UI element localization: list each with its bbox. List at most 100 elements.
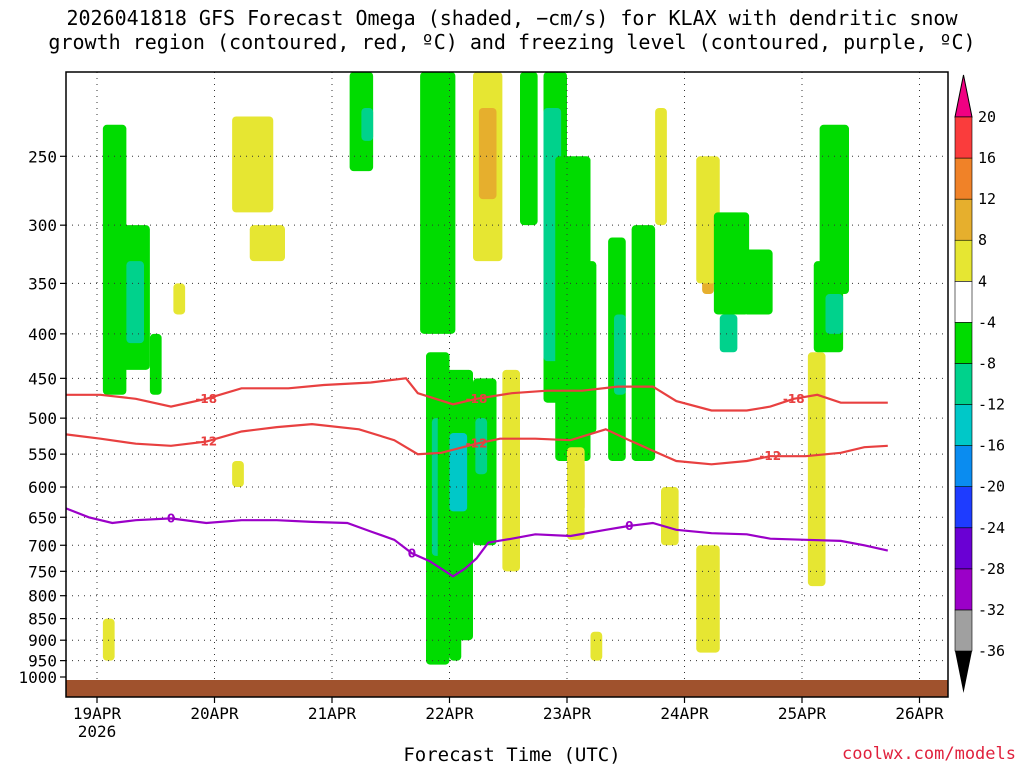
omega-cell: [449, 432, 468, 512]
omega-cell: [696, 545, 720, 653]
contour-label: -12: [195, 435, 217, 449]
colorbar-swatch: [954, 404, 973, 446]
contour-label: -18: [466, 392, 488, 406]
omega-cell: [249, 225, 285, 262]
y-tick-label: 600: [28, 478, 57, 497]
omega-cell: [173, 283, 186, 315]
y-tick-label: 950: [28, 652, 57, 671]
colorbar-label: -12: [978, 396, 1005, 414]
omega-cell: [743, 249, 773, 315]
colorbar-swatch: [954, 527, 973, 570]
omega-cell: [102, 618, 115, 661]
omega-cell: [719, 314, 738, 353]
x-tick-label: 25APR: [778, 704, 827, 723]
colorbar-arrow-top: [954, 74, 973, 118]
y-tick-label: 900: [28, 631, 57, 650]
omega-cell: [520, 72, 538, 226]
omega-cell: [713, 212, 750, 315]
omega-cell: [590, 631, 603, 661]
x-tick-label: 19APR: [73, 704, 122, 723]
colorbar-swatch: [954, 116, 973, 159]
title-line-1: 2026041818 GFS Forecast Omega (shaded, −…: [66, 6, 958, 30]
y-tick-label: 550: [28, 445, 57, 464]
omega-shading-layer: [66, 72, 948, 697]
colorbar-swatch: [954, 281, 973, 323]
colorbar-swatch: [954, 322, 973, 364]
colorbar-swatch: [954, 198, 973, 241]
omega-cell: [126, 261, 144, 344]
omega-cell: [361, 108, 374, 141]
contour-line: [65, 507, 889, 578]
omega-cell: [232, 460, 244, 488]
colorbar-swatch: [954, 568, 973, 611]
omega-cell: [825, 294, 844, 334]
omega-cell: [631, 225, 656, 461]
colorbar-label: -24: [978, 519, 1005, 537]
x-axis-label: Forecast Time (UTC): [403, 744, 621, 766]
omega-cell: [614, 314, 626, 395]
x-tick-label: 20APR: [190, 704, 239, 723]
contour-label: -12: [759, 449, 781, 463]
colorbar-label: -20: [978, 478, 1005, 496]
omega-cell: [661, 487, 679, 546]
colorbar-label: -8: [978, 354, 996, 372]
contour-label: -12: [466, 437, 488, 451]
contour-label: -18: [195, 392, 217, 406]
contour-layer: -18 -18 -18 -12 -12 -12 0 0 0: [65, 377, 889, 578]
colorbar-label: -16: [978, 437, 1005, 455]
x-tick-label: 22APR: [425, 704, 474, 723]
contour-line: [65, 422, 888, 466]
omega-cell: [819, 124, 849, 295]
y-tick-label: 800: [28, 587, 57, 606]
colorbar-label: -36: [978, 642, 1005, 660]
y-tick-label: 750: [28, 562, 57, 581]
axes-layer: 250 300 350 400 450 500 550 600 650 700 750 800 850 9…: [18, 71, 949, 741]
colorbar-arrow-bottom: [955, 651, 972, 693]
ground-strip: [66, 680, 948, 697]
y-tick-label: 850: [28, 610, 57, 629]
omega-cell: [420, 72, 456, 334]
omega-cell: [475, 418, 488, 475]
colorbar-swatch: [954, 486, 973, 529]
y-tick-label: 650: [28, 508, 57, 527]
plot-frame: [65, 71, 949, 698]
chart-title: 2026041818 GFS Forecast Omega (shaded, −…: [0, 6, 1024, 54]
colorbar-swatch: [954, 157, 973, 200]
x-tick-label: 24APR: [660, 704, 709, 723]
omega-cell: [449, 595, 462, 661]
contour-label: 0: [408, 546, 416, 560]
omega-cell: [807, 352, 826, 587]
x-tick-label: 26APR: [895, 704, 944, 723]
x-year-label: 2026: [78, 722, 117, 741]
colorbar-label: -4: [978, 313, 996, 331]
colorbar-label: 20: [978, 108, 996, 126]
colorbar-label: -28: [978, 560, 1005, 578]
y-tick-label: 450: [28, 369, 57, 388]
colorbar-label: 8: [978, 231, 987, 249]
colorbar-swatch: [954, 363, 973, 405]
colorbar-swatch: [954, 609, 973, 652]
omega-cell: [149, 333, 162, 395]
y-tick-label: 350: [28, 274, 57, 293]
omega-cell: [655, 108, 667, 226]
credit-text: coolwx.com/models: [842, 744, 1016, 764]
colorbar-label: 4: [978, 272, 987, 290]
y-tick-label: 250: [28, 147, 57, 166]
contour-label: 0: [167, 511, 175, 525]
omega-cell: [572, 261, 597, 433]
y-tick-label: 400: [28, 325, 57, 344]
colorbar: -36 -32 -28 -24 -20 -16 -12 -8 -4 4 8 12 16 20: [954, 74, 1005, 693]
contour-label: -18: [783, 392, 805, 406]
colorbar-label: -32: [978, 601, 1005, 619]
colorbar-swatch: [954, 239, 973, 282]
omega-cell: [232, 116, 274, 213]
y-tick-label: 500: [28, 409, 57, 428]
colorbar-swatch: [954, 445, 973, 487]
colorbar-label: 12: [978, 190, 996, 208]
y-tick-label: 1000: [18, 668, 57, 687]
omega-cell: [567, 447, 585, 540]
colorbar-label: 16: [978, 149, 996, 167]
contour-label: 0: [625, 519, 633, 533]
omega-cell: [502, 369, 520, 572]
